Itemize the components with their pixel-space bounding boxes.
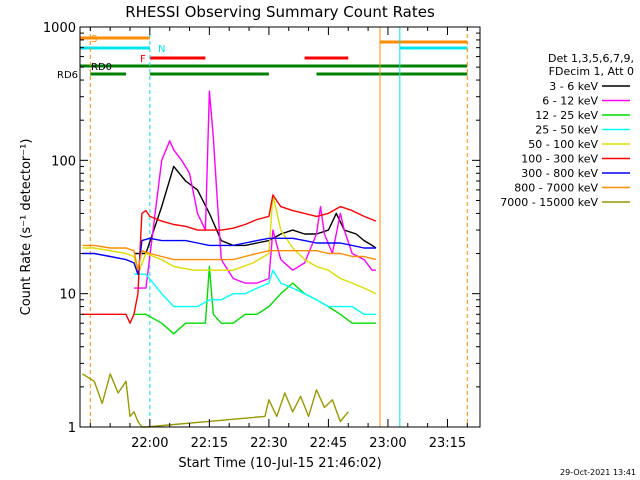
legend-entry-6: 300 - 800 keV — [521, 167, 598, 180]
y-axis-label: Count Rate (s⁻¹ detector⁻¹) — [19, 139, 34, 316]
flag-label-rd6: RD6 — [57, 70, 78, 81]
x-tick-label-2: 22:30 — [250, 436, 287, 451]
legend-entry-5: 100 - 300 keV — [521, 153, 598, 166]
observing-flags: S N F RD0 RD6 — [57, 34, 468, 81]
y-axis: 1 10 100 1000 — [43, 21, 480, 436]
series-line-8 — [82, 373, 349, 428]
chart-title: RHESSI Observing Summary Count Rates — [125, 3, 435, 21]
series-lines — [82, 90, 377, 428]
series-line-4 — [82, 194, 377, 295]
legend-entry-8: 7000 - 15000 keV — [500, 196, 598, 209]
y-tick-label-1: 10 — [59, 288, 76, 303]
x-axis-label: Start Time (10-Jul-15 21:46:02) — [178, 456, 381, 471]
series-line-2 — [134, 265, 376, 335]
flag-label-n: N — [158, 44, 165, 55]
series-line-6 — [82, 237, 376, 275]
vertical-markers — [89, 27, 468, 427]
legend-header-0: Det 1,3,5,6,7,9, — [548, 52, 634, 65]
y-tick-label-2: 100 — [51, 154, 76, 169]
timestamp: 29-Oct-2021 13:41 — [560, 468, 636, 477]
plot-frame — [79, 26, 481, 428]
legend-entry-7: 800 - 7000 keV — [514, 182, 598, 195]
series-line-1 — [134, 90, 376, 289]
flag-label-f: F — [140, 54, 146, 65]
x-axis: 22:00 22:15 22:30 22:45 23:00 23:15 — [89, 27, 468, 451]
x-tick-label-1: 22:15 — [191, 436, 228, 451]
x-tick-label-3: 22:45 — [310, 436, 347, 451]
series-line-0 — [134, 165, 377, 255]
legend-entry-4: 50 - 100 keV — [528, 138, 598, 151]
x-tick-label-5: 23:15 — [429, 436, 466, 451]
y-tick-label-0: 1 — [68, 421, 76, 436]
legend-entry-0: 3 - 6 keV — [549, 80, 598, 93]
series-line-3 — [134, 269, 376, 315]
x-tick-label-0: 22:00 — [131, 436, 168, 451]
x-tick-label-4: 23:00 — [369, 436, 406, 451]
flag-label-s: S — [91, 34, 97, 45]
legend-entry-2: 12 - 25 keV — [535, 109, 598, 122]
legend: Det 1,3,5,6,7,9,FDecim 1, Att 0 3 - 6 keV… — [500, 52, 634, 209]
series-line-5 — [82, 194, 377, 324]
legend-entry-1: 6 - 12 keV — [542, 95, 598, 108]
legend-entry-3: 25 - 50 keV — [535, 124, 598, 137]
series-line-7 — [82, 244, 377, 271]
flag-label-rd0: RD0 — [91, 62, 112, 73]
y-tick-label-3: 1000 — [43, 21, 76, 36]
legend-header-1: FDecim 1, Att 0 — [549, 65, 634, 78]
